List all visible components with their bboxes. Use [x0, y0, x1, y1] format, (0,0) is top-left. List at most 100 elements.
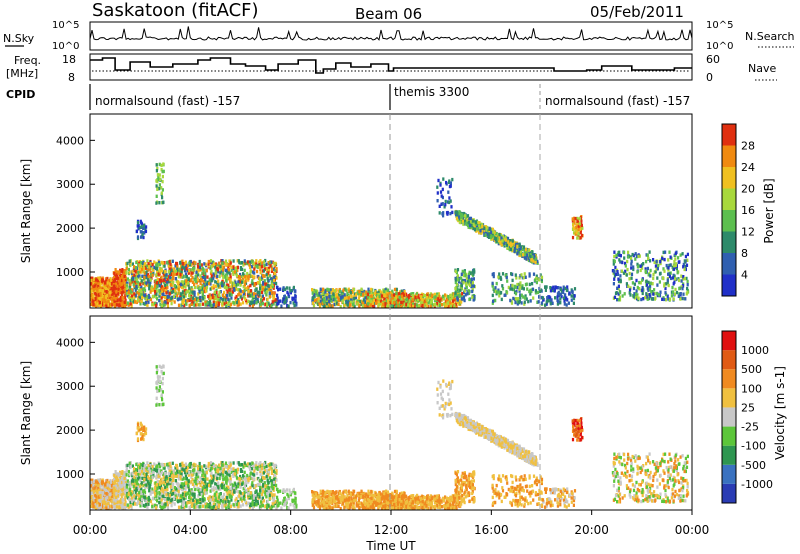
power-cell	[539, 288, 543, 292]
power-cell	[267, 302, 270, 306]
power-cell	[103, 286, 106, 290]
power-cell	[544, 288, 547, 292]
power-cell	[162, 162, 165, 166]
power-cell	[534, 260, 537, 264]
power-cell	[333, 302, 336, 307]
power-cell	[230, 268, 233, 273]
power-cell	[181, 301, 184, 306]
power-cell	[159, 267, 162, 271]
power-cell	[527, 248, 530, 253]
power-cell	[668, 297, 672, 301]
power-cell	[387, 302, 390, 306]
power-cell	[269, 294, 272, 298]
power-cell	[150, 264, 153, 268]
power-cell	[448, 184, 451, 189]
power-cell	[206, 301, 209, 305]
power-cell	[156, 284, 159, 289]
power-cell	[366, 299, 369, 303]
power-cell	[314, 290, 317, 294]
power-cell	[498, 233, 501, 237]
power-cell	[642, 297, 645, 301]
power-cell	[559, 287, 562, 292]
power-cell	[237, 297, 240, 302]
power-cell	[114, 268, 117, 272]
power-cell	[534, 289, 537, 293]
power-cell	[537, 300, 540, 304]
power-cell	[125, 284, 129, 288]
power-cell	[97, 293, 101, 297]
power-cell	[261, 294, 264, 298]
power-cell	[111, 292, 114, 296]
power-cell	[647, 288, 650, 292]
power-cell	[501, 284, 504, 288]
power-cell	[147, 300, 150, 304]
power-cell	[490, 234, 493, 239]
power-cell	[379, 302, 382, 306]
power-cell	[230, 285, 233, 289]
power-cell	[238, 260, 241, 265]
power-cell	[103, 281, 106, 285]
power-cell	[500, 297, 503, 302]
power-cell	[358, 303, 361, 308]
power-cell	[491, 232, 494, 236]
power-cell	[248, 260, 251, 264]
power-cell	[400, 289, 403, 293]
power-cell	[646, 253, 649, 257]
power-cell	[144, 266, 147, 270]
power-cell	[490, 227, 493, 232]
power-cell	[168, 291, 171, 296]
power-cell	[155, 304, 158, 308]
power-cell	[531, 287, 535, 291]
power-cell	[146, 295, 149, 299]
power-cell	[397, 292, 400, 296]
power-cell	[98, 287, 101, 291]
power-cell	[391, 299, 394, 303]
power-cell	[106, 281, 109, 285]
power-cell	[155, 292, 158, 296]
power-cell	[149, 278, 152, 282]
power-cell	[191, 298, 194, 302]
power-cell	[386, 288, 389, 292]
power-cell	[668, 263, 671, 268]
power-cell	[458, 280, 461, 284]
power-cell	[681, 286, 684, 291]
power-cell	[246, 285, 249, 290]
power-cell	[392, 304, 395, 308]
power-cell	[124, 298, 127, 302]
power-cell	[171, 280, 174, 285]
power-cell	[378, 303, 381, 307]
power-cell	[560, 289, 564, 293]
power-cell	[361, 300, 364, 304]
power-cell	[637, 296, 640, 300]
power-cell	[210, 274, 213, 278]
power-cell	[346, 301, 349, 305]
power-cell	[371, 301, 374, 305]
power-cell	[108, 296, 111, 300]
power-cell	[175, 285, 178, 289]
power-cell	[142, 223, 146, 227]
power-cell	[509, 298, 512, 303]
power-cell	[441, 212, 444, 216]
power-cell	[277, 299, 280, 304]
power-cell	[228, 293, 231, 297]
power-cell	[636, 285, 639, 290]
power-cell	[193, 293, 196, 297]
velocity-cell	[107, 501, 110, 506]
power-cell	[149, 262, 152, 266]
power-cell	[519, 250, 522, 254]
power-cell	[98, 296, 101, 301]
power-cell	[613, 259, 616, 264]
power-cell	[618, 290, 621, 295]
power-cell	[341, 295, 344, 299]
power-cell	[618, 298, 621, 302]
cpid-strip: CPID normalsound (fast) -157 themis 3300…	[6, 84, 690, 110]
power-cell	[155, 201, 158, 205]
power-cell	[197, 298, 200, 303]
power-cell	[115, 277, 118, 281]
power-cell	[438, 295, 441, 300]
power-cell	[191, 300, 194, 304]
power-cell	[546, 296, 549, 300]
power-cell	[282, 286, 285, 290]
power-cell	[227, 263, 230, 267]
power-cell	[358, 299, 361, 304]
